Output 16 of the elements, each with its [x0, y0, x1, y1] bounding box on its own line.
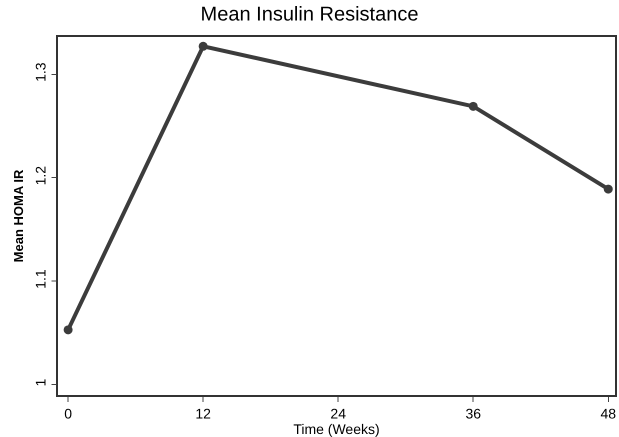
- y-tick-label: 1.3: [32, 62, 49, 82]
- chart-title: Mean Insulin Resistance: [200, 4, 418, 26]
- x-tick-label: 36: [465, 406, 482, 422]
- y-tick-label: 1: [32, 378, 49, 386]
- y-tick-label: 1.2: [32, 166, 49, 186]
- point: [468, 102, 478, 111]
- y-tick-label: 1.1: [32, 269, 49, 289]
- point: [64, 325, 73, 334]
- x-tick-label: 12: [195, 406, 212, 422]
- point: [604, 184, 613, 194]
- x-tick-label: 24: [330, 406, 346, 422]
- x-tick-label: 0: [64, 406, 72, 422]
- x-axis-title: Time (Weeks): [293, 421, 380, 437]
- x-tick-label: 48: [600, 406, 616, 422]
- point: [198, 42, 208, 51]
- y-axis-title: Mean HOMA IR: [11, 169, 26, 262]
